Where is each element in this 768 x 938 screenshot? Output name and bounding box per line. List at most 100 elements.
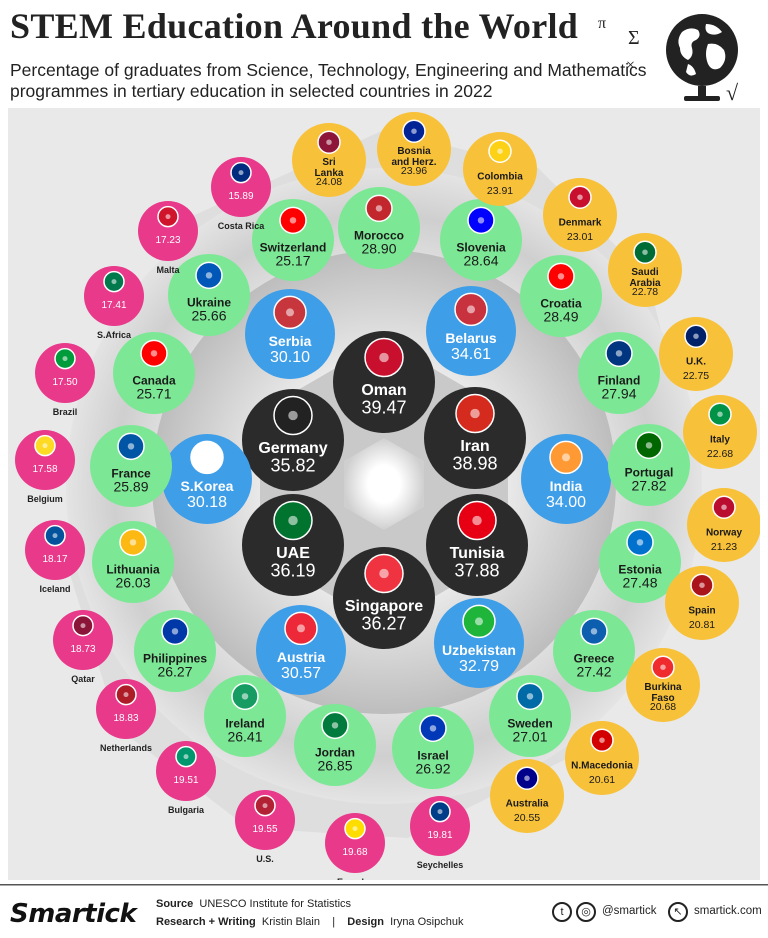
bubble-value: 19.51 <box>173 775 198 786</box>
bubble-label: Ireland <box>225 716 264 730</box>
website-link[interactable]: smartick.com <box>694 905 762 917</box>
bubble-circle <box>463 132 537 206</box>
bubble-spain: Spain 20.81 <box>665 566 739 640</box>
bubble-label: Estonia <box>618 562 662 576</box>
bubble-label: Saudi <box>631 267 658 278</box>
bubble-value: 21.23 <box>711 541 737 553</box>
bubble-label: Sri <box>322 157 336 168</box>
times-symbol: × <box>626 57 635 74</box>
bubble-label: S.Africa <box>97 330 132 340</box>
bubble-label: Croatia <box>540 296 582 310</box>
flag-stripe <box>322 722 348 729</box>
bubble-circle <box>138 201 198 261</box>
bubble-brazil: 17.50 Brazil <box>35 343 95 417</box>
bubble-label: Switzerland <box>260 240 327 254</box>
flag-stripe <box>455 305 487 313</box>
bubble-circle <box>35 343 95 403</box>
bubble-label: Ukraine <box>187 295 231 309</box>
bubble-colombia: Colombia 23.91 <box>463 132 537 206</box>
bubble-circle <box>687 488 760 562</box>
bubble-circle <box>15 430 75 490</box>
bubble-value: 26.85 <box>317 757 352 773</box>
flag-stripe <box>232 693 258 700</box>
bubble-circle <box>292 123 366 197</box>
bubble-italy: Italy 22.68 <box>683 395 757 469</box>
bubble-label: Jordan <box>315 745 355 759</box>
bubble-label: France <box>111 466 151 480</box>
bubble-value: 28.49 <box>543 308 578 324</box>
bubble-label: Philippines <box>143 651 207 665</box>
flag-stripe <box>463 617 495 625</box>
bubble-circle <box>608 424 690 506</box>
bubble-value: 17.23 <box>155 235 180 246</box>
bubble-label: Bosnia <box>397 146 431 157</box>
bubble-value: 32.79 <box>459 658 499 675</box>
bubble-u-s: 19.55 U.S. <box>235 790 295 864</box>
bubble-circle <box>392 707 474 789</box>
bubble-circle <box>256 605 346 695</box>
bubble-circle <box>338 187 420 269</box>
bubble-value: 30.18 <box>187 494 227 511</box>
bubble-australia: Australia 20.55 <box>490 759 564 833</box>
bubble-value: 37.88 <box>454 561 499 581</box>
bubble-label: Slovenia <box>456 240 506 254</box>
globe-icon <box>666 14 738 101</box>
bubble-circle <box>553 610 635 692</box>
bubble-circle <box>426 286 516 376</box>
bubble-value: 39.47 <box>361 398 406 418</box>
bubble-label: Faso <box>651 693 674 704</box>
twitter-icon[interactable]: t <box>552 902 572 922</box>
bubble-circle <box>440 199 522 281</box>
flag-stripe <box>274 308 306 316</box>
bubble-circle <box>578 332 660 414</box>
bubble-value: 15.89 <box>228 191 253 202</box>
bubble-value: 25.71 <box>136 385 171 401</box>
research-text: Kristin Blain <box>261 916 320 928</box>
flag-stripe <box>274 516 312 526</box>
bubble-circle <box>608 233 682 307</box>
bubble-circle <box>377 112 451 186</box>
bubble-iceland: 18.17 Iceland <box>25 520 85 594</box>
design-label: Design <box>347 916 384 928</box>
instagram-icon[interactable]: ◎ <box>576 902 596 922</box>
bubble-label: Spain <box>688 606 715 617</box>
bubble-value: 18.83 <box>113 713 138 724</box>
bubble-label: U.K. <box>686 357 706 368</box>
bubble-value: 25.17 <box>275 252 310 268</box>
bubble-value: 27.01 <box>512 728 547 744</box>
bubble-circle <box>156 741 216 801</box>
bubble-label: Belarus <box>445 330 497 346</box>
flag-stripe <box>636 442 662 449</box>
bubble-bulgaria: 19.51 Bulgaria <box>156 741 216 815</box>
source-label: Source <box>156 898 194 910</box>
flag-stripe <box>606 350 632 357</box>
flag-stripe <box>550 453 582 461</box>
bubble-label: and Herz. <box>391 157 436 168</box>
flag-stripe <box>176 754 196 759</box>
bubble-circle <box>490 759 564 833</box>
bubble-circle <box>683 395 757 469</box>
flag-stripe <box>430 809 450 814</box>
bubble-circle <box>25 520 85 580</box>
flag-stripe <box>652 664 674 670</box>
bubble-value: 34.61 <box>451 346 491 363</box>
bubble-value: 18.73 <box>70 644 95 655</box>
bubble-costa-rica: 15.89 Costa Rica <box>211 157 271 231</box>
social-handle[interactable]: @smartick <box>602 905 657 917</box>
bubble-circle <box>204 675 286 757</box>
bubble-value: 36.27 <box>361 614 406 634</box>
cursor-icon[interactable]: ↖ <box>668 902 688 922</box>
bubble-ecuador: 19.68 Ecuador <box>325 813 385 880</box>
